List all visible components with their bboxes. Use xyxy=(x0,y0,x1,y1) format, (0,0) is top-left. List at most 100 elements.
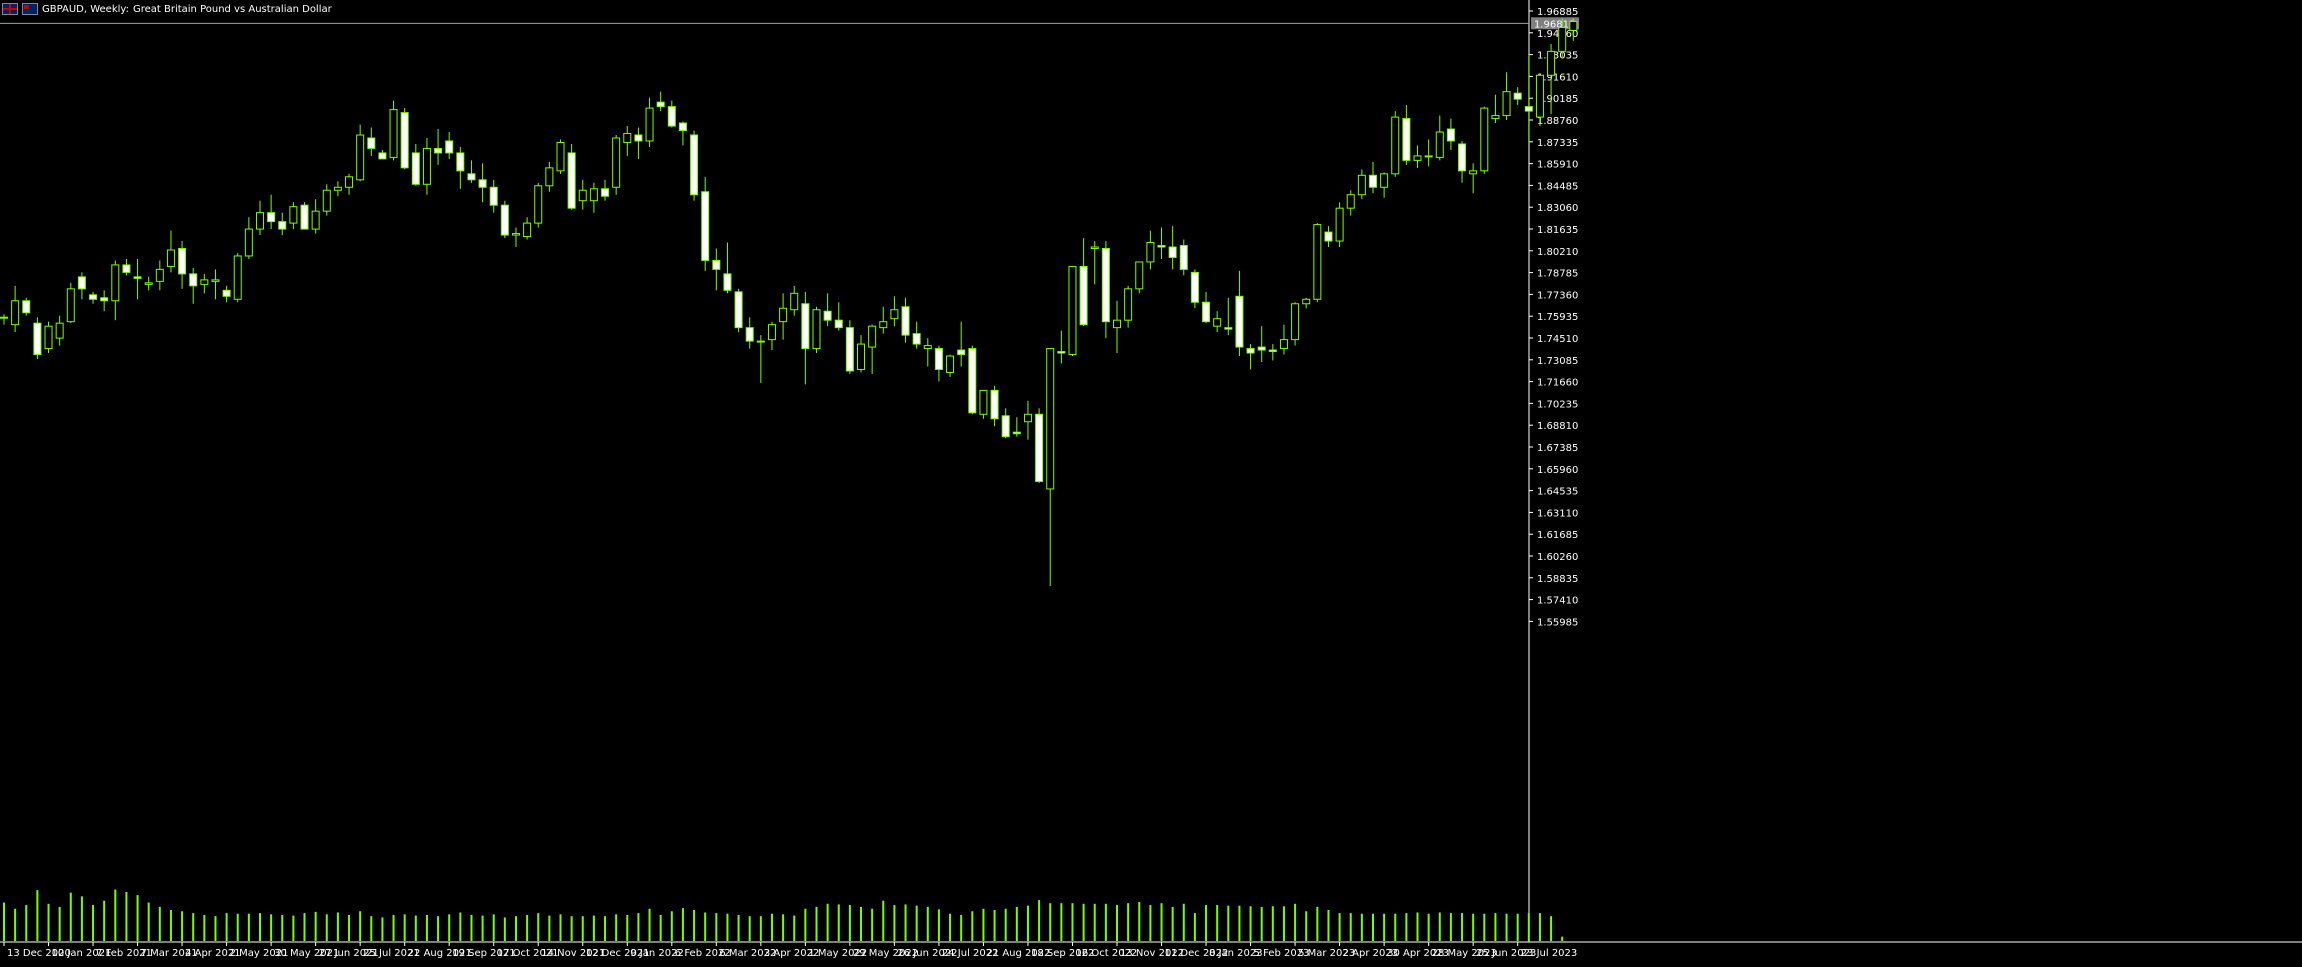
bear-candle xyxy=(1402,118,1411,161)
y-tick-label: 1.74510 xyxy=(1537,334,1578,345)
x-tick-label: 30 May 2021 xyxy=(274,948,339,959)
bull-candle xyxy=(645,107,654,142)
bear-candle xyxy=(445,140,454,154)
x-tick-label: 27 Jun 2021 xyxy=(319,948,379,959)
bull-candle xyxy=(589,188,598,202)
current-price-label: 1.96812 xyxy=(1534,19,1575,30)
bull-candle xyxy=(1146,242,1155,263)
x-tick-label: 5 Mar 2023 xyxy=(1298,948,1355,959)
x-tick-label: 23 Jul 2023 xyxy=(1521,948,1578,959)
bear-candle xyxy=(33,322,42,356)
x-tick-label: 3 Apr 2022 xyxy=(764,948,819,959)
bull-candle xyxy=(0,316,8,319)
bull-candle xyxy=(923,345,932,350)
bear-candle xyxy=(1057,351,1066,354)
bull-candle xyxy=(1502,91,1511,117)
bear-candle xyxy=(1268,349,1277,353)
y-tick-label: 1.93035 xyxy=(1537,51,1578,62)
bull-candle xyxy=(233,255,242,300)
bear-candle xyxy=(634,134,643,142)
x-tick-label: 2 May 2021 xyxy=(230,948,289,959)
x-tick-label: 10 Jan 2021 xyxy=(52,948,112,959)
bear-candle xyxy=(1079,265,1088,326)
y-tick-label: 1.94460 xyxy=(1537,29,1578,40)
bear-candle xyxy=(1368,174,1377,188)
bear-candle xyxy=(478,179,487,188)
bull-candle xyxy=(1335,207,1344,242)
bear-candle xyxy=(1035,413,1044,482)
bull-candle xyxy=(1068,265,1077,356)
bear-candle xyxy=(434,147,443,154)
bear-candle xyxy=(22,300,31,314)
bull-candle xyxy=(422,147,431,185)
bull-candle xyxy=(1213,318,1222,327)
bear-candle xyxy=(934,348,943,370)
bear-candle xyxy=(1001,415,1010,438)
bull-candle xyxy=(756,340,765,343)
bear-candle xyxy=(300,204,309,230)
au-flag-icon xyxy=(22,3,38,15)
bull-candle xyxy=(11,300,20,326)
bull-candle xyxy=(1313,224,1322,300)
bear-candle xyxy=(845,327,854,372)
bear-candle xyxy=(1246,348,1255,354)
bull-candle xyxy=(66,288,75,323)
bull-candle xyxy=(1391,116,1400,175)
bull-candle xyxy=(1435,131,1444,158)
bull-candle xyxy=(890,309,899,320)
bull-candle xyxy=(523,222,532,238)
bull-candle xyxy=(345,176,354,188)
y-tick-label: 1.87335 xyxy=(1537,138,1578,149)
x-tick-label: 6 Feb 2022 xyxy=(675,948,731,959)
bear-candle xyxy=(968,348,977,414)
bear-candle xyxy=(467,173,476,181)
bull-candle xyxy=(1569,20,1578,31)
y-tick-label: 1.63110 xyxy=(1537,508,1578,519)
bull-candle xyxy=(1535,74,1544,118)
chart-header: GBPAUD, Weekly: Great Britain Pound vs A… xyxy=(2,2,332,16)
bull-candle xyxy=(612,137,621,188)
bear-candle xyxy=(77,276,86,290)
bear-candle xyxy=(1179,245,1188,270)
y-tick-label: 1.73085 xyxy=(1537,356,1578,367)
bear-candle xyxy=(957,349,966,356)
bear-candle xyxy=(1324,231,1333,242)
x-tick-label: 19 Sep 2021 xyxy=(452,948,515,959)
bull-candle xyxy=(111,264,120,302)
bull-candle xyxy=(255,212,264,230)
bull-candle xyxy=(200,279,209,285)
y-tick-label: 1.83060 xyxy=(1537,203,1578,214)
bear-candle xyxy=(1524,106,1533,112)
x-tick-label: 6 Mar 2022 xyxy=(719,948,776,959)
bull-candle xyxy=(1480,107,1489,172)
bear-candle xyxy=(133,276,142,279)
bull-candle xyxy=(511,233,520,236)
bear-candle xyxy=(667,106,676,127)
bull-candle xyxy=(333,186,342,191)
y-tick-label: 1.60260 xyxy=(1537,552,1578,563)
y-tick-label: 1.91610 xyxy=(1537,72,1578,83)
bull-candle xyxy=(556,141,565,172)
x-tick-label: 4 Apr 2021 xyxy=(185,948,240,959)
bull-candle xyxy=(356,134,365,181)
bull-candle xyxy=(1046,348,1055,490)
bear-candle xyxy=(656,101,665,108)
bull-candle xyxy=(211,279,220,282)
y-tick-label: 1.65960 xyxy=(1537,465,1578,476)
current-price-badge xyxy=(1531,17,1579,30)
bull-candle xyxy=(1124,288,1133,321)
bear-candle xyxy=(567,152,576,209)
bear-candle xyxy=(411,152,420,185)
bear-candle xyxy=(1190,271,1199,303)
bear-candle xyxy=(1224,327,1233,330)
bear-candle xyxy=(278,221,287,230)
bear-candle xyxy=(178,247,187,275)
bull-candle xyxy=(1279,339,1288,350)
y-tick-label: 1.78785 xyxy=(1537,269,1578,280)
y-tick-label: 1.85910 xyxy=(1537,160,1578,171)
bull-candle xyxy=(244,228,253,257)
bear-candle xyxy=(690,134,699,196)
bull-candle xyxy=(144,282,153,285)
